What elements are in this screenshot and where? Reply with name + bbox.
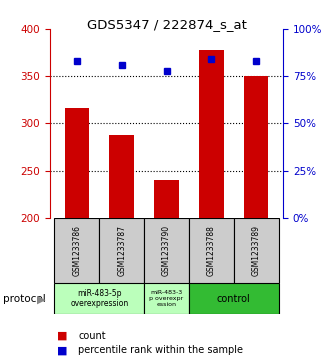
- Text: ■: ■: [57, 331, 67, 341]
- Bar: [244, 76, 268, 218]
- Bar: [54, 283, 144, 314]
- Text: GSM1233786: GSM1233786: [72, 225, 81, 276]
- Bar: [144, 218, 189, 283]
- Bar: [234, 218, 279, 283]
- Text: GSM1233788: GSM1233788: [207, 225, 216, 276]
- Bar: [199, 50, 224, 218]
- Text: miR-483-3
p overexpr
ession: miR-483-3 p overexpr ession: [150, 290, 183, 307]
- Text: GSM1233789: GSM1233789: [252, 225, 261, 276]
- Bar: [99, 218, 144, 283]
- Bar: [189, 218, 234, 283]
- Text: ■: ■: [57, 345, 67, 355]
- Text: miR-483-5p
overexpression: miR-483-5p overexpression: [70, 289, 129, 308]
- Text: count: count: [78, 331, 106, 341]
- Text: control: control: [217, 294, 251, 303]
- Bar: [154, 180, 179, 218]
- Bar: [189, 283, 279, 314]
- Bar: [109, 135, 134, 218]
- Text: GSM1233787: GSM1233787: [117, 225, 126, 276]
- Text: protocol: protocol: [3, 294, 46, 305]
- Text: ▶: ▶: [37, 294, 46, 305]
- Bar: [144, 283, 189, 314]
- Text: GSM1233790: GSM1233790: [162, 225, 171, 276]
- Text: GDS5347 / 222874_s_at: GDS5347 / 222874_s_at: [87, 18, 246, 31]
- Bar: [65, 108, 89, 218]
- Text: percentile rank within the sample: percentile rank within the sample: [78, 345, 243, 355]
- Bar: [54, 218, 99, 283]
